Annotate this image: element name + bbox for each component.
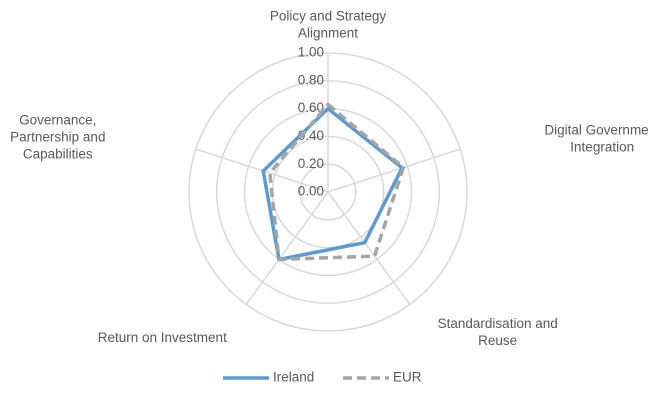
r-tick-label: 1.00 [298,45,324,60]
r-tick-label: 0.60 [298,100,324,115]
category-label: Partnership and [10,130,105,145]
category-label: Alignment [298,26,358,41]
spoke [245,191,329,305]
r-tick-label: 0.20 [298,156,324,171]
category-label: Policy and Strategy [270,9,387,24]
legend-label: Ireland [273,370,314,385]
category-label: Standardisation and [438,316,558,331]
series-line [268,102,406,262]
spoke [327,148,461,193]
legend-label: EUR [393,370,422,385]
spoke [327,191,411,305]
category-label: Capabilities [23,147,93,162]
category-label: Return on Investment [98,330,227,345]
series-line [261,106,404,262]
category-label: Governance, [19,113,96,128]
category-label: Reuse [478,333,517,348]
category-label: Integration [570,140,634,155]
category-label: Digital Government [544,123,648,138]
r-tick-label: 0.00 [298,184,324,199]
r-tick-label: 0.80 [298,72,324,87]
